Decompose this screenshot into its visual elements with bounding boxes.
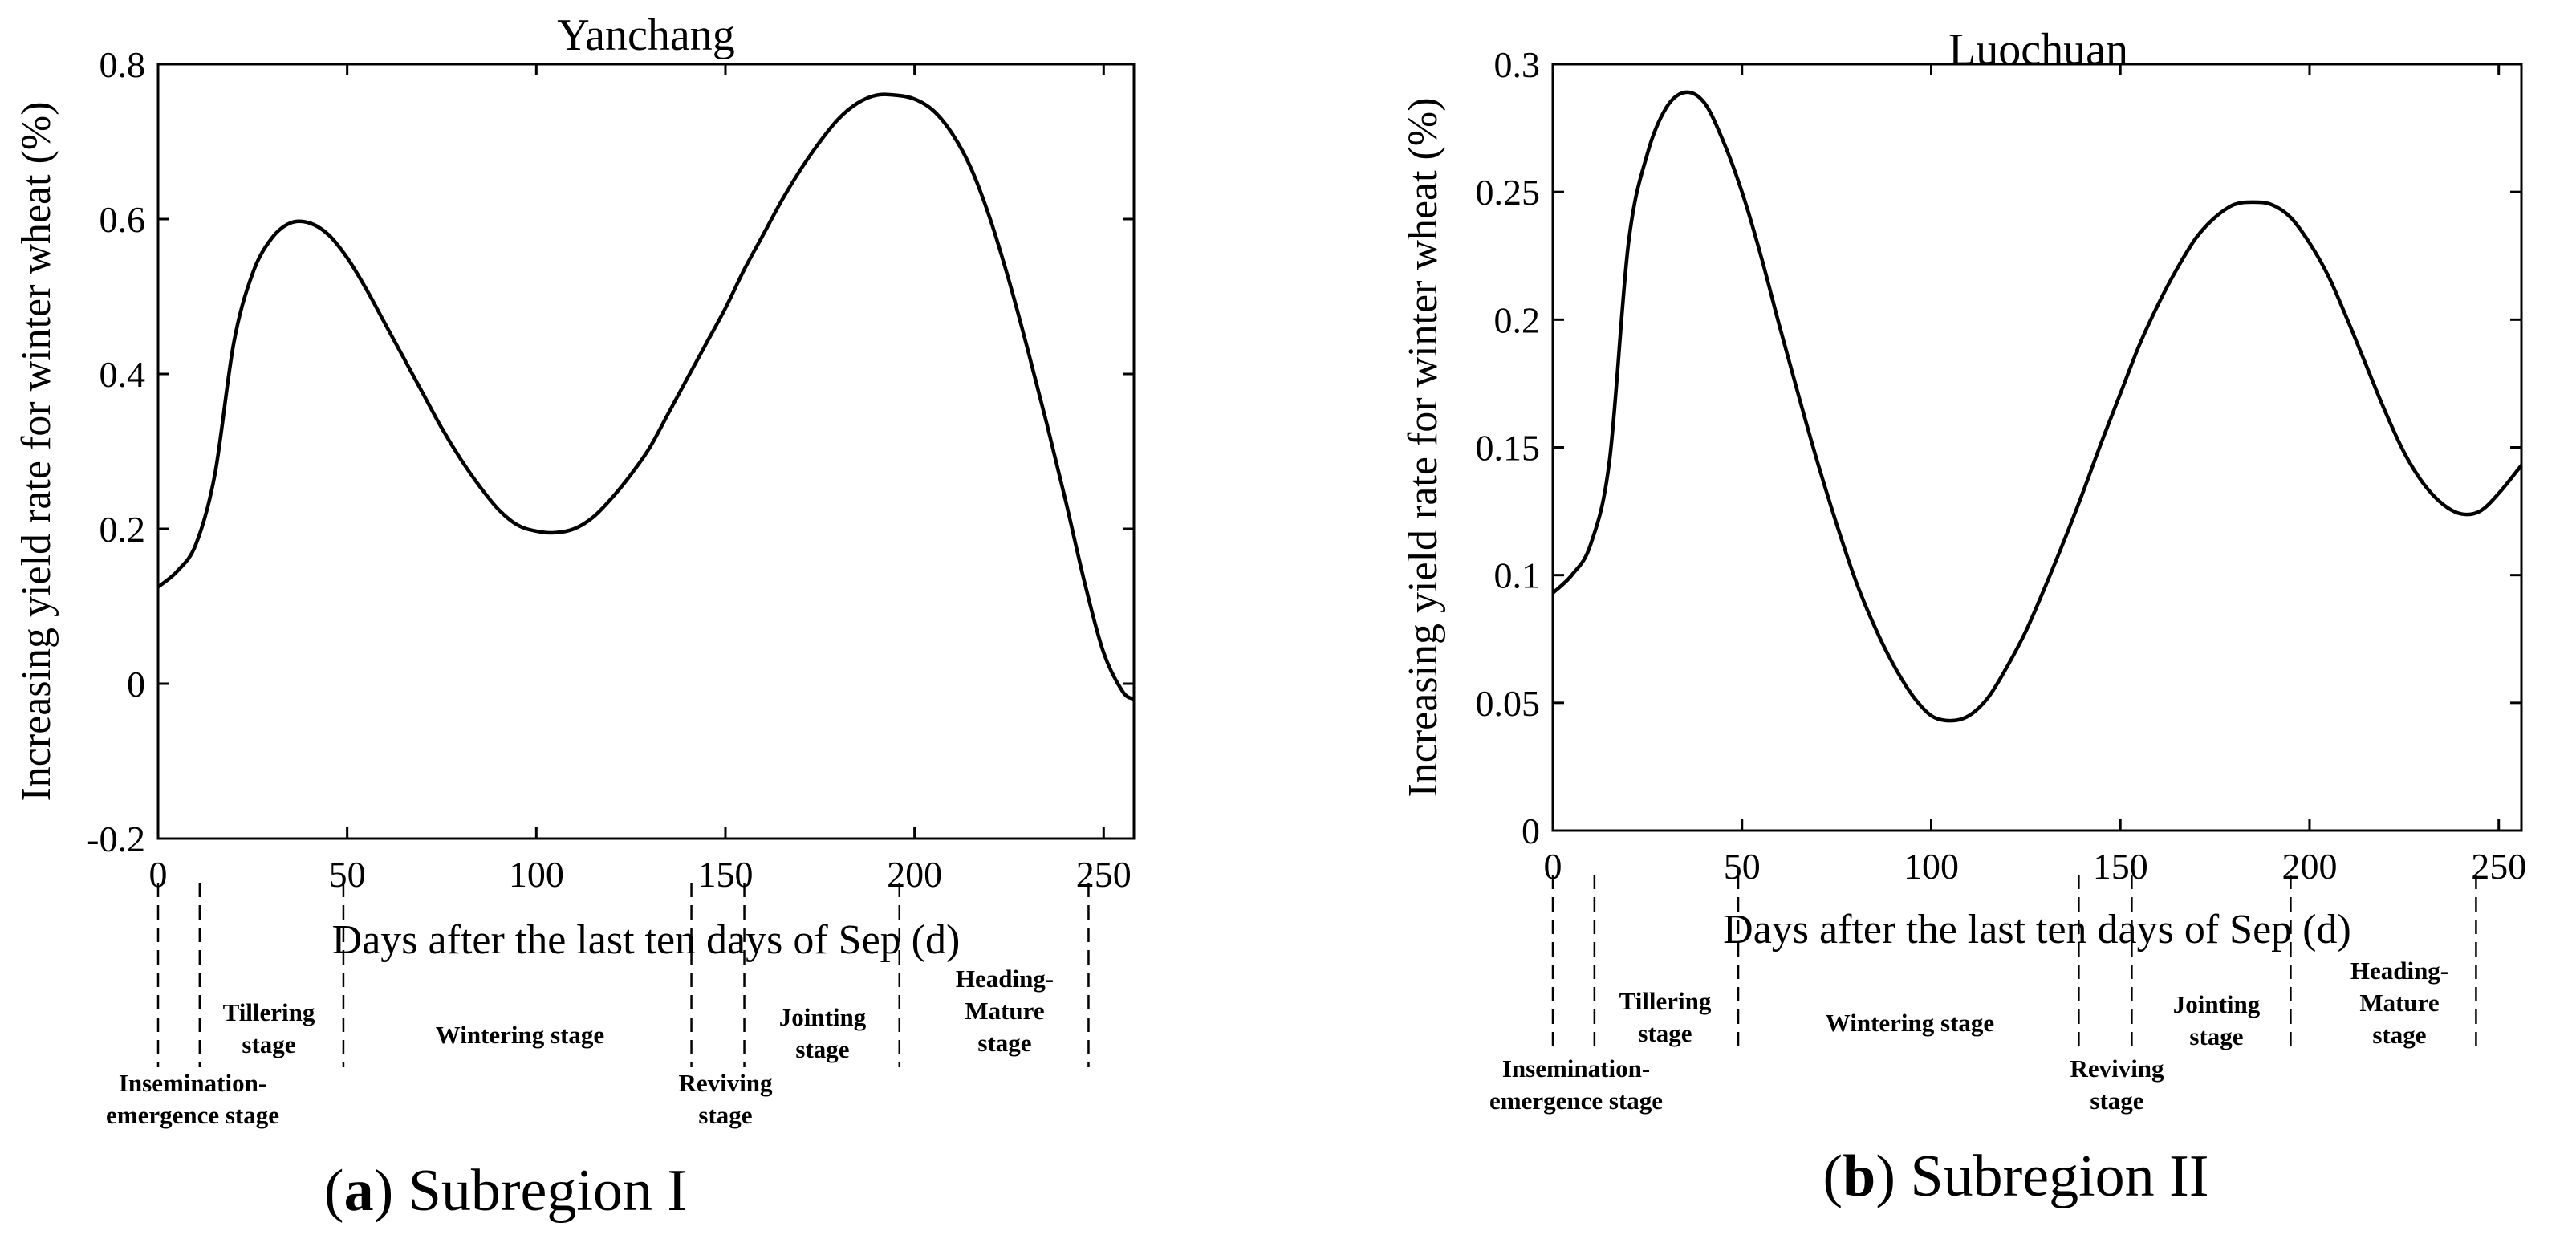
stage-label: Wintering stage [1826,1009,1994,1037]
stage-label: Insemination-emergence stage [106,1069,279,1129]
panel-a-yanchang: Yanchang-0.200.20.40.60.80 50 100 150 200 250… [14,10,1136,1129]
chart-title: Luochuan [1948,25,2128,75]
caption-b: (b) Subregion II [1823,1143,2209,1209]
stage-label: Reviving stage [678,1069,773,1129]
caption-b-letter: b [1843,1143,1875,1209]
stage-label: Heading-Mature stage [956,965,1054,1057]
y-tick-label: 0.2 [100,509,146,550]
y-tick-label: 0.6 [100,199,146,240]
caption-b-text: Subregion II [1910,1143,2208,1209]
x-axis-title: Days after the last ten days of Sep (d) [332,917,961,963]
x-tick-label: 150 [2093,846,2148,887]
y-tick-label: 0.25 [1476,172,1541,213]
x-tick-label: 0 [1544,846,1562,887]
x-tick-label: 0 [149,854,168,895]
y-tick-label: 0.15 [1476,428,1541,469]
yield-rate-curve [1551,90,2523,723]
y-tick-label: 0 [1522,810,1540,851]
panel-b-luochuan: Luochuan 0 0.05 0.1 0.15 0.2 0.25 0.3 0 50 100 150 2… [1400,25,2526,1115]
y-tick-label: 0.8 [100,44,146,85]
stage-label: Heading-Mature stage [2350,957,2448,1049]
stage-label: Jointing stage [779,1003,867,1063]
x-tick-label: 250 [1076,854,1132,895]
y-axis-title: Increasing yield rate for winter wheat (… [14,101,59,801]
caption-a-text: Subregion I [408,1158,687,1224]
y-tick-label: -0.2 [87,819,145,859]
y-tick-label: 0.3 [1494,44,1541,85]
caption-a: (a) Subregion I [324,1158,687,1224]
plot-frame [1551,63,2523,832]
plot-frame [156,63,1136,840]
x-axis-title: Days after the last ten days of Sep (d) [1723,907,2351,953]
y-tick-label: 0 [127,664,145,705]
y-axis-title: Increasing yield rate for winter wheat (… [1400,97,1446,797]
yield-rate-curve [156,92,1136,701]
x-tick-label: 50 [1724,846,1761,887]
caption-a-letter: a [344,1158,374,1224]
stage-label: Tillering stage [223,998,315,1058]
y-tick-label: 0.2 [1494,299,1541,340]
stage-label: Insemination-emergence stage [1489,1054,1663,1115]
y-tick-label: 0.4 [100,354,146,395]
x-tick-label: 50 [329,854,366,895]
x-tick-label: 200 [887,854,942,895]
chart-title: Yanchang [557,10,734,60]
y-tick-label: 0.05 [1476,683,1541,724]
x-tick-label: 100 [509,854,564,895]
x-tick-label: 250 [2471,846,2526,887]
x-tick-label: 100 [1904,846,1959,887]
stage-label: Jointing stage [2173,990,2261,1050]
stage-label: Tillering stage [1619,987,1712,1047]
y-tick-label: 0.1 [1494,555,1541,596]
stage-label: Wintering stage [436,1021,604,1049]
stage-label: Reviving stage [2070,1054,2164,1115]
